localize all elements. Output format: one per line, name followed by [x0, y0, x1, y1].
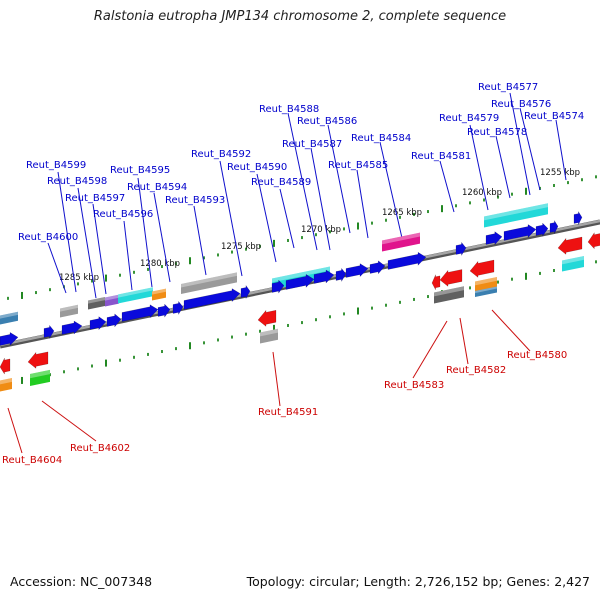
gene-label-reut-b4595[interactable]: Reut_B4595 — [110, 165, 170, 176]
forward-gene-glyph-8 — [118, 287, 153, 304]
forward-gene-glyph-10 — [89, 316, 107, 331]
forward-gene-glyph-15 — [181, 272, 237, 294]
reverse-gene-glyph-13 — [557, 236, 583, 255]
map-title: Ralstonia eutropha JMP134 chromosome 2, … — [93, 9, 507, 24]
reverse-gene-glyph-1 — [0, 357, 11, 375]
gene-label-reut-b4587[interactable]: Reut_B4587 — [282, 139, 342, 150]
gene-label-reut-b4576[interactable]: Reut_B4576 — [491, 99, 551, 110]
gene-label-reut-b4583[interactable]: Reut_B4583 — [384, 380, 444, 391]
gene-label-reut-b4580[interactable]: Reut_B4580 — [507, 350, 567, 361]
forward-gene-glyph-29 — [485, 231, 503, 246]
upper-tick-track — [7, 175, 597, 300]
reverse-gene-glyph-7 — [431, 274, 441, 290]
reverse-gene-glyph-5 — [257, 309, 277, 327]
reverse-gene-glyph-15 — [587, 232, 600, 250]
forward-gene-glyph-20 — [285, 274, 315, 290]
gene-label-reut-b4604[interactable]: Reut_B4604 — [2, 455, 62, 466]
forward-gene-glyph-27 — [455, 241, 467, 257]
reverse-gene-labels: Reut_B4604 Reut_B4602 Reut_B4591 Reut_B4… — [2, 350, 567, 466]
gene-label-reut-b4596[interactable]: Reut_B4596 — [93, 209, 153, 220]
gene-label-reut-b4589[interactable]: Reut_B4589 — [251, 177, 311, 188]
gene-label-reut-b4599[interactable]: Reut_B4599 — [26, 160, 86, 171]
gene-label-reut-b4579[interactable]: Reut_B4579 — [439, 113, 499, 124]
reverse-gene-glyph-6 — [260, 328, 278, 344]
tick-label-1285: 1285 kbp — [59, 273, 99, 283]
tick-label-1270: 1270 kbp — [301, 225, 341, 235]
reverse-gene-glyph-3 — [27, 351, 49, 369]
reverse-gene-glyph-12 — [475, 286, 497, 297]
gene-label-reut-b4591[interactable]: Reut_B4591 — [258, 407, 318, 418]
forward-gene-glyph-4 — [61, 320, 83, 335]
tick-label-1280: 1280 kbp — [140, 259, 180, 269]
gene-label-reut-b4584[interactable]: Reut_B4584 — [351, 133, 411, 144]
tick-label-1275: 1275 kbp — [221, 242, 261, 252]
gene-label-reut-b4578[interactable]: Reut_B4578 — [467, 127, 527, 138]
forward-gene-glyph-24 — [369, 260, 386, 275]
gene-label-reut-b4592[interactable]: Reut_B4592 — [191, 149, 251, 160]
forward-gene-glyph-31 — [535, 222, 549, 237]
gene-label-reut-b4586[interactable]: Reut_B4586 — [297, 116, 357, 127]
gene-label-reut-b4602[interactable]: Reut_B4602 — [70, 443, 130, 454]
tick-label-1255: 1255 kbp — [540, 168, 580, 178]
reverse-leader-lines — [7, 309, 531, 454]
tick-label-1265: 1265 kbp — [382, 208, 422, 218]
forward-gene-glyph-3 — [43, 324, 55, 340]
forward-gene-glyph-1 — [0, 332, 19, 346]
forward-gene-glyph-2 — [0, 311, 18, 325]
gene-label-reut-b4600[interactable]: Reut_B4600 — [18, 232, 78, 243]
reverse-gene-glyph-9 — [434, 286, 464, 304]
gene-label-reut-b4582[interactable]: Reut_B4582 — [446, 365, 506, 376]
topology-text: Topology: circular; Length: 2,726,152 bp… — [246, 574, 590, 589]
forward-gene-glyph-17 — [240, 284, 251, 299]
forward-gene-glyph-26 — [387, 251, 427, 270]
forward-gene-glyph-33 — [573, 210, 583, 225]
forward-gene-labels: Reut_B4600 Reut_B4599 Reut_B4598 Reut_B4… — [18, 82, 584, 243]
gene-label-reut-b4593[interactable]: Reut_B4593 — [165, 195, 225, 206]
forward-gene-glyph-5 — [60, 304, 78, 318]
gene-label-reut-b4581[interactable]: Reut_B4581 — [411, 151, 471, 162]
forward-gene-glyph-6 — [88, 296, 105, 310]
forward-gene-glyph-12 — [121, 304, 159, 322]
reverse-gene-glyph-8 — [439, 269, 463, 287]
forward-gene-glyph-14 — [172, 300, 184, 316]
gene-label-reut-b4577[interactable]: Reut_B4577 — [478, 82, 538, 93]
gene-label-reut-b4585[interactable]: Reut_B4585 — [328, 160, 388, 171]
forward-leader-lines — [47, 92, 567, 299]
tick-label-1260: 1260 kbp — [462, 188, 502, 198]
forward-strand-genes — [0, 203, 583, 346]
forward-gene-glyph-7 — [105, 294, 119, 307]
forward-gene-glyph-28 — [484, 203, 548, 228]
forward-gene-glyph-21 — [313, 269, 335, 284]
forward-gene-glyph-32 — [549, 219, 559, 234]
forward-gene-glyph-16 — [183, 288, 241, 310]
reverse-gene-glyph-2 — [0, 378, 12, 392]
forward-gene-glyph-19 — [271, 279, 285, 294]
kbp-tick-labels: 1285 kbp 1280 kbp 1275 kbp 1270 kbp 1265… — [59, 168, 580, 283]
gene-label-reut-b4594[interactable]: Reut_B4594 — [127, 182, 187, 193]
forward-gene-glyph-13 — [157, 303, 171, 318]
forward-gene-glyph-25 — [382, 232, 420, 252]
forward-gene-glyph-23 — [345, 263, 369, 278]
reverse-gene-glyph-14 — [562, 255, 584, 272]
gene-label-reut-b4598[interactable]: Reut_B4598 — [47, 176, 107, 187]
reverse-gene-glyph-10 — [469, 259, 495, 278]
accession-text: Accession: NC_007348 — [10, 574, 153, 589]
gene-label-reut-b4574[interactable]: Reut_B4574 — [524, 111, 584, 122]
forward-gene-glyph-22 — [335, 267, 347, 283]
forward-gene-glyph-30 — [503, 224, 537, 241]
reverse-strand-genes — [0, 232, 600, 392]
forward-gene-glyph-9 — [152, 288, 166, 301]
forward-gene-glyph-11 — [106, 313, 122, 328]
gene-label-reut-b4590[interactable]: Reut_B4590 — [227, 162, 287, 173]
gene-label-reut-b4588[interactable]: Reut_B4588 — [259, 104, 319, 115]
gene-label-reut-b4597[interactable]: Reut_B4597 — [65, 193, 125, 204]
reverse-gene-glyph-4 — [30, 369, 50, 386]
